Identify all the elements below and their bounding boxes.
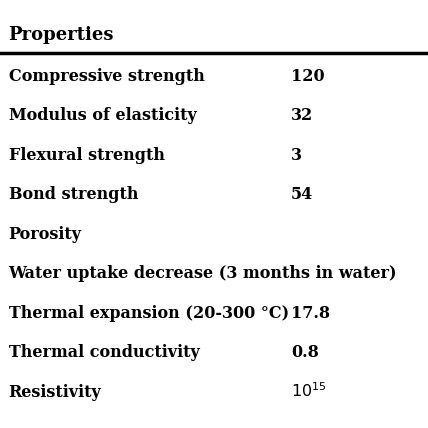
Text: 54: 54: [291, 186, 313, 203]
Text: 0.8: 0.8: [291, 344, 319, 361]
Text: Water uptake decrease (3 months in water): Water uptake decrease (3 months in water…: [9, 265, 397, 282]
Text: Porosity: Porosity: [9, 226, 82, 243]
Text: 32: 32: [291, 107, 313, 124]
Text: 17.8: 17.8: [291, 305, 330, 322]
Text: Modulus of elasticity: Modulus of elasticity: [9, 107, 196, 124]
Text: Thermal conductivity: Thermal conductivity: [9, 344, 199, 361]
Text: 120: 120: [291, 68, 325, 85]
Text: Bond strength: Bond strength: [9, 186, 138, 203]
Text: Resistivity: Resistivity: [9, 383, 101, 401]
Text: Compressive strength: Compressive strength: [9, 68, 205, 85]
Text: 3: 3: [291, 147, 302, 164]
Text: $10^{15}$: $10^{15}$: [291, 383, 327, 401]
Text: Properties: Properties: [9, 26, 114, 44]
Text: Flexural strength: Flexural strength: [9, 147, 164, 164]
Text: Thermal expansion (20-300 °C): Thermal expansion (20-300 °C): [9, 305, 288, 322]
